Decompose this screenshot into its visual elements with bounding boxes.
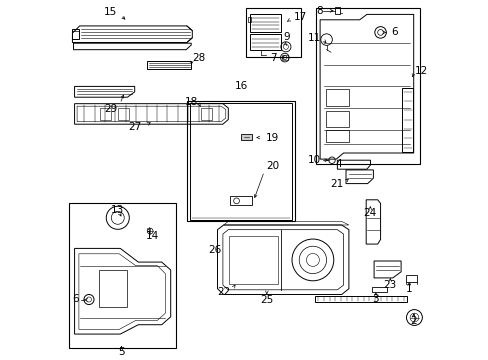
Text: 14: 14 (146, 231, 159, 241)
Text: 19: 19 (265, 132, 278, 143)
Text: 13: 13 (111, 204, 124, 215)
Text: 6: 6 (390, 27, 397, 37)
Text: 1: 1 (405, 284, 412, 294)
Text: 8: 8 (316, 6, 322, 16)
Text: 4: 4 (335, 159, 342, 169)
Text: 21: 21 (329, 179, 343, 189)
Text: 23: 23 (383, 280, 396, 290)
Text: 3: 3 (372, 294, 378, 304)
Text: 20: 20 (265, 161, 279, 171)
Text: 18: 18 (184, 96, 197, 107)
Text: 24: 24 (363, 208, 376, 218)
Text: 27: 27 (128, 122, 142, 132)
Text: 15: 15 (103, 6, 117, 17)
Text: 17: 17 (294, 12, 307, 22)
Text: 10: 10 (307, 155, 320, 165)
Text: 9: 9 (283, 32, 290, 42)
Bar (186, 101, 294, 221)
Text: 2: 2 (409, 316, 416, 326)
Text: 28: 28 (192, 53, 205, 63)
Bar (245, 8, 301, 57)
Text: 16: 16 (235, 81, 248, 91)
Text: 11: 11 (307, 33, 320, 43)
Text: 7: 7 (270, 53, 276, 63)
Text: 29: 29 (104, 104, 118, 114)
Text: 5: 5 (118, 347, 124, 357)
Polygon shape (241, 134, 251, 140)
Bar (315, 8, 419, 164)
Text: 6: 6 (72, 294, 79, 304)
Text: 25: 25 (260, 294, 273, 305)
Text: 22: 22 (216, 287, 230, 297)
Text: 26: 26 (207, 245, 221, 255)
Bar (69, 203, 176, 348)
Text: 12: 12 (413, 66, 427, 76)
